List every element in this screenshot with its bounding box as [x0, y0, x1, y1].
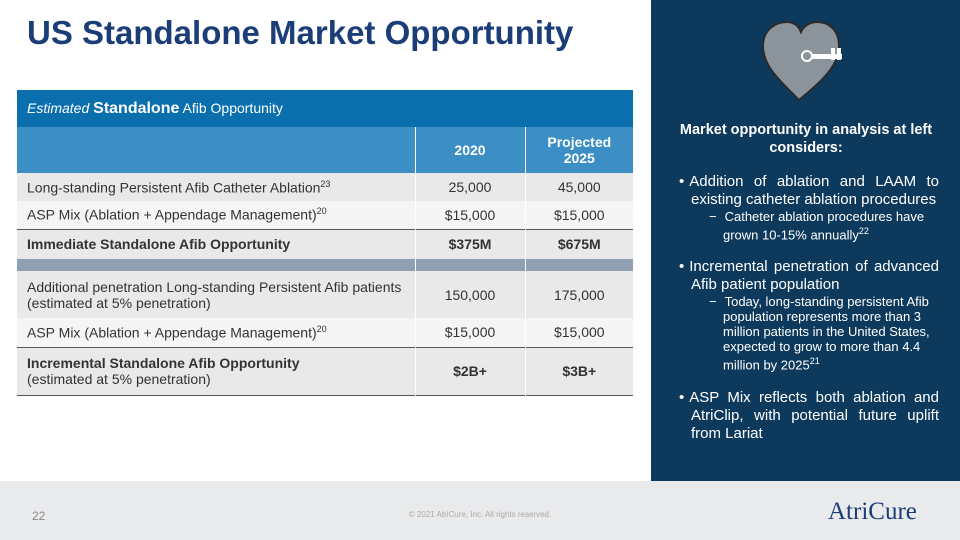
slide-title: US Standalone Market Opportunity	[27, 14, 574, 51]
reference: 23	[320, 178, 331, 189]
cell: $15,000	[414, 201, 525, 229]
caption-suffix: Afib Opportunity	[182, 99, 283, 116]
sub-bullet: Catheter ablation procedures have grown …	[723, 209, 925, 243]
cell: 150,000	[414, 271, 525, 318]
row-label: ASP Mix (Ablation + Appendage Management…	[27, 207, 317, 224]
bullet-list: Addition of ablation and LAAM to existin…	[677, 173, 939, 459]
copyright: © 2021 AtriCure, Inc. All rights reserve…	[408, 510, 552, 519]
footer: 22 © 2021 AtriCure, Inc. All rights rese…	[0, 481, 960, 540]
row-label: Additional penetration Long-standing Per…	[27, 278, 402, 311]
cell: 45,000	[524, 173, 634, 201]
table-caption: Estimated Standalone Afib Opportunity	[17, 90, 634, 127]
bullet: ASP Mix reflects both ablation and AtriC…	[689, 388, 939, 442]
cell: $15,000	[524, 318, 634, 347]
logo: AtriCure	[828, 498, 917, 525]
cell: $15,000	[414, 318, 525, 347]
row-label: Incremental Standalone Afib Opportunity	[27, 355, 300, 371]
reference: 21	[809, 356, 820, 367]
cell: $2B+	[414, 346, 525, 395]
row-label: ASP Mix (Ablation + Appendage Management…	[27, 324, 317, 341]
sidebar-heading: Market opportunity in analysis at left c…	[679, 122, 933, 156]
sidebar: Market opportunity in analysis at left c…	[651, 0, 960, 481]
cell: $375M	[414, 228, 525, 259]
cell: $3B+	[524, 346, 634, 395]
caption-prefix: Estimated	[27, 99, 90, 116]
reference: 22	[858, 226, 869, 236]
bullet: Addition of ablation and LAAM to existin…	[689, 173, 939, 208]
row-label: Immediate Standalone Afib Opportunity	[17, 228, 415, 259]
bullet: Incremental penetration of advanced Afib…	[689, 258, 939, 294]
cell: $15,000	[524, 201, 634, 229]
column-header: 2020	[414, 127, 525, 173]
page-number: 22	[32, 509, 46, 523]
heart-icon	[761, 20, 842, 102]
row-label: Long-standing Persistent Afib Catheter A…	[27, 179, 321, 196]
reference: 20	[316, 206, 327, 217]
caption-emphasis: Standalone	[93, 99, 180, 117]
cell: 175,000	[524, 271, 634, 318]
cell: 25,000	[414, 173, 525, 201]
column-header: Projected 2025	[524, 127, 634, 173]
row-note: (estimated at 5% penetration)	[27, 371, 211, 387]
reference: 20	[316, 323, 327, 334]
sub-bullet: Today, long-standing persistent Afib pop…	[723, 294, 930, 373]
opportunity-table: Estimated Standalone Afib Opportunity 20…	[17, 90, 634, 396]
cell: $675M	[524, 228, 634, 259]
